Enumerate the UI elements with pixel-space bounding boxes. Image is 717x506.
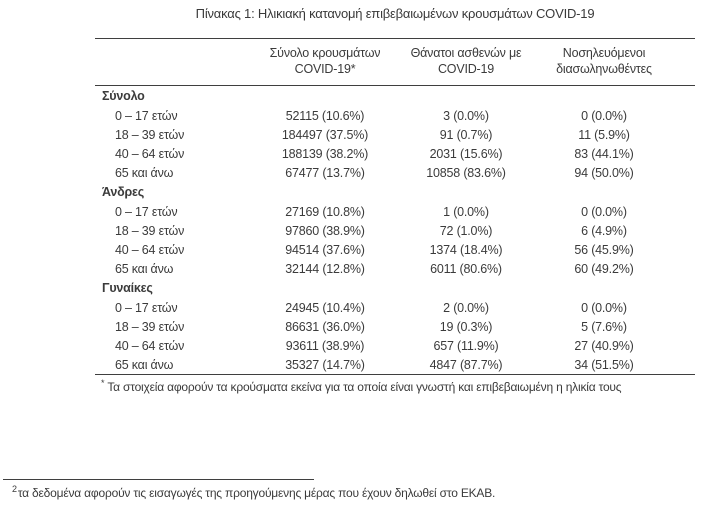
header-intubated: Νοσηλευόμενοι διασωληνωθέντες <box>537 38 695 86</box>
value-cell-intubated: 27 (40.9%) <box>574 338 634 353</box>
value-cell-cases: 184497 (37.5%) <box>281 127 369 142</box>
table-row: 40 – 64 ετών 93611 (38.9%) 657 (11.9%) 27 (… <box>95 336 695 355</box>
age-group-label: 65 και άνω <box>115 165 174 180</box>
table-row: 40 – 64 ετών 94514 (37.6%) 1374 (18.4%) 56 … <box>95 240 695 259</box>
page-footnote: 2τα δεδομένα αφορούν τις εισαγωγές της π… <box>12 484 495 500</box>
table-row: 0 – 17 ετών 27169 (10.8%) 1 (0.0%) 0 (0.0%) <box>95 202 695 221</box>
value-cell-deaths: 91 (0.7%) <box>439 127 493 142</box>
page-footnote-text: τα δεδομένα αφορούν τις εισαγωγές της πρ… <box>17 486 496 500</box>
table-row: 65 και άνω 35327 (14.7%) 4847 (87.7%) 34 (5… <box>95 355 695 375</box>
header-total-cases: Σύνολο κρουσμάτων COVID-19* <box>255 38 395 86</box>
age-group-label: 18 – 39 ετών <box>115 127 185 142</box>
section-header-row: Γυναίκες <box>95 278 695 298</box>
footnote-asterisk: * <box>101 378 105 388</box>
value-cell-deaths: 1 (0.0%) <box>443 204 489 219</box>
table-row: 65 και άνω 67477 (13.7%) 10858 (83.6%) 94 (… <box>95 163 695 182</box>
value-cell-cases: 188139 (38.2%) <box>281 146 369 161</box>
section-name: Σύνολο <box>102 89 145 103</box>
value-cell-deaths: 3 (0.0%) <box>443 108 489 123</box>
value-cell-intubated: 11 (5.9%) <box>578 127 630 142</box>
table-title: Πίνακας 1: Ηλικιακή κατανομή επιβεβαιωμέ… <box>195 6 595 21</box>
header-deaths-line1: Θάνατοι ασθενών με <box>410 46 522 60</box>
table-footnote: * Τα στοιχεία αφορούν τα κρούσματα εκείνα… <box>95 378 695 394</box>
table-row: 65 και άνω 32144 (12.8%) 6011 (80.6%) 60 (4… <box>95 259 695 278</box>
table-row: 0 – 17 ετών 52115 (10.6%) 3 (0.0%) 0 (0.0%) <box>95 106 695 125</box>
age-group-label: 0 – 17 ετών <box>115 204 178 219</box>
data-table: Σύνολο κρουσμάτων COVID-19* Θάνατοι ασθε… <box>95 38 695 375</box>
header-deaths-line2: COVID-19 <box>437 62 495 76</box>
value-cell-intubated: 5 (7.6%) <box>581 319 627 334</box>
covid-age-table: Σύνολο κρουσμάτων COVID-19* Θάνατοι ασθε… <box>95 38 695 394</box>
value-cell-cases: 86631 (36.0%) <box>285 319 365 334</box>
value-cell-deaths: 2 (0.0%) <box>443 300 489 315</box>
value-cell-cases: 27169 (10.8%) <box>285 204 365 219</box>
header-deaths: Θάνατοι ασθενών με COVID-19 <box>395 38 537 86</box>
page-footnote-divider <box>3 479 314 480</box>
value-cell-deaths: 657 (11.9%) <box>433 338 499 353</box>
table-row: 18 – 39 ετών 86631 (36.0%) 19 (0.3%) 5 (7.6… <box>95 317 695 336</box>
header-intubated-line2: διασωληνωθέντες <box>556 62 652 76</box>
age-group-label: 0 – 17 ετών <box>115 108 178 123</box>
value-cell-deaths: 2031 (15.6%) <box>429 146 503 161</box>
table-footnote-text: Τα στοιχεία αφορούν τα κρούσματα εκείνα … <box>107 380 622 394</box>
table-row: 40 – 64 ετών 188139 (38.2%) 2031 (15.6%) 83… <box>95 144 695 163</box>
table-row: 0 – 17 ετών 24945 (10.4%) 2 (0.0%) 0 (0.0%) <box>95 298 695 317</box>
age-group-label: 65 και άνω <box>115 261 174 276</box>
age-group-label: 0 – 17 ετών <box>115 300 178 315</box>
value-cell-intubated: 83 (44.1%) <box>574 146 634 161</box>
value-cell-intubated: 34 (51.5%) <box>574 357 634 372</box>
section-header-row: Άνδρες <box>95 182 695 202</box>
age-group-label: 40 – 64 ετών <box>115 146 185 161</box>
value-cell-intubated: 0 (0.0%) <box>581 204 627 219</box>
value-cell-deaths: 10858 (83.6%) <box>426 165 506 180</box>
value-cell-deaths: 6011 (80.6%) <box>430 261 502 276</box>
value-cell-cases: 67477 (13.7%) <box>285 165 365 180</box>
value-cell-intubated: 6 (4.9%) <box>581 223 627 238</box>
value-cell-cases: 97860 (38.9%) <box>285 223 365 238</box>
section-header-row: Σύνολο <box>95 86 695 107</box>
age-group-label: 40 – 64 ετών <box>115 242 185 257</box>
age-group-label: 40 – 64 ετών <box>115 338 185 353</box>
value-cell-intubated: 0 (0.0%) <box>581 108 627 123</box>
header-empty-cell <box>95 38 255 86</box>
header-row: Σύνολο κρουσμάτων COVID-19* Θάνατοι ασθε… <box>95 38 695 86</box>
value-cell-deaths: 19 (0.3%) <box>439 319 493 334</box>
header-intubated-line1: Νοσηλευόμενοι <box>562 46 646 60</box>
value-cell-deaths: 1374 (18.4%) <box>429 242 503 257</box>
table-row: 18 – 39 ετών 184497 (37.5%) 91 (0.7%) 11 (5… <box>95 125 695 144</box>
value-cell-deaths: 4847 (87.7%) <box>429 357 503 372</box>
value-cell-cases: 35327 (14.7%) <box>285 357 365 372</box>
header-total-cases-line1: Σύνολο κρουσμάτων <box>269 46 381 60</box>
value-cell-cases: 24945 (10.4%) <box>285 300 365 315</box>
value-cell-intubated: 60 (49.2%) <box>574 261 634 276</box>
age-group-label: 18 – 39 ετών <box>115 319 185 334</box>
value-cell-cases: 32144 (12.8%) <box>285 261 365 276</box>
value-cell-cases: 94514 (37.6%) <box>285 242 365 257</box>
age-group-label: 65 και άνω <box>115 357 174 372</box>
value-cell-intubated: 94 (50.0%) <box>574 165 634 180</box>
value-cell-intubated: 0 (0.0%) <box>581 300 627 315</box>
section-name: Γυναίκες <box>102 281 153 295</box>
value-cell-deaths: 72 (1.0%) <box>439 223 493 238</box>
page-footnote-marker: 2 <box>12 484 17 494</box>
header-total-cases-line2: COVID-19* <box>294 62 356 76</box>
section-name: Άνδρες <box>102 185 145 199</box>
value-cell-cases: 93611 (38.9%) <box>285 338 365 353</box>
value-cell-cases: 52115 (10.6%) <box>285 108 365 123</box>
age-group-label: 18 – 39 ετών <box>115 223 185 238</box>
value-cell-intubated: 56 (45.9%) <box>574 242 634 257</box>
table-row: 18 – 39 ετών 97860 (38.9%) 72 (1.0%) 6 (4.9… <box>95 221 695 240</box>
